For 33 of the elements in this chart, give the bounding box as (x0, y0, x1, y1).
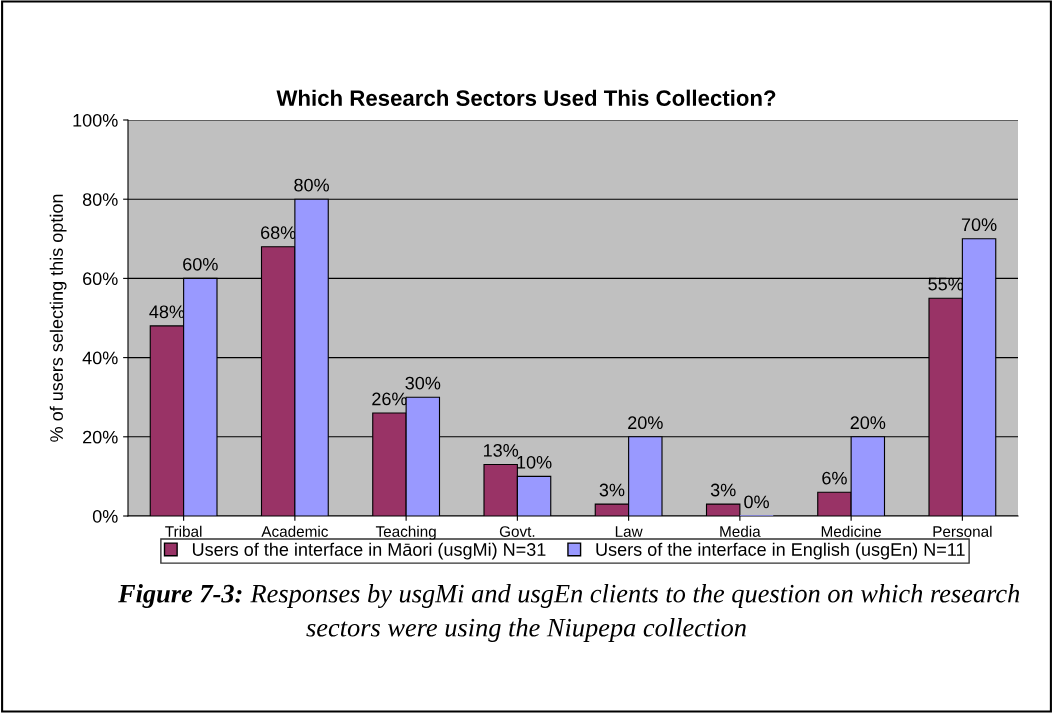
caption: Figure 7-3: (117, 584, 242, 608)
data-label: 70% (961, 218, 997, 232)
data-label: 3% (599, 483, 625, 497)
y-tick-label: 0% (92, 509, 118, 523)
x-tick-label: Media (720, 525, 761, 537)
x-tick-label: Law (615, 526, 643, 537)
x-tick-label: Personal (933, 525, 992, 537)
y-tick-label: 40% (82, 351, 118, 365)
x-tick-label: Academic (261, 525, 329, 537)
legend-label: Users of the interface in Māori (usgMi) N=31 (192, 542, 546, 560)
data-label: 80% (294, 178, 329, 192)
y-tick-label: 20% (83, 430, 118, 444)
data-label: 26% (372, 392, 407, 406)
data-label: 13% (484, 444, 519, 457)
data-label: 3% (710, 483, 736, 497)
legend-label: Users of the interface in English (usgEn) N=11 (596, 542, 965, 560)
data-label: 20% (850, 416, 886, 430)
text: Responses by usgMi and usgEn clients to the question on which research sectors were using the Niupepa collection (250, 584, 1020, 642)
x-tick-label: Tribal (165, 525, 202, 537)
data-label: 10% (517, 455, 552, 469)
chart-title: Which Research Sectors Used This Collection? (276, 89, 776, 106)
y-tick-label: 100% (73, 113, 118, 127)
y-tick-label: 80% (82, 193, 118, 206)
x-tick-label: Medicine (821, 525, 882, 537)
data-label: 6% (822, 471, 847, 485)
y-axis-title: % of users selecting this option (49, 194, 67, 442)
x-tick-label: Govt. (499, 526, 535, 537)
data-label: 0% (744, 495, 769, 509)
data-label: 60% (183, 257, 218, 271)
data-label: 20% (628, 416, 663, 430)
data-label: 30% (405, 376, 441, 390)
y-tick-label: 60% (83, 272, 118, 286)
x-tick-label: Teaching (375, 525, 436, 540)
